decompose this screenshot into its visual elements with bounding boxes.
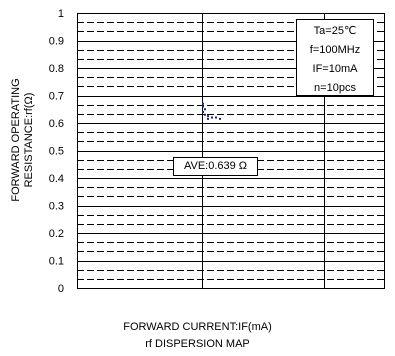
- condition-ta: Ta=25℃: [313, 25, 357, 37]
- data-point: [202, 102, 204, 105]
- data-point: [202, 105, 204, 108]
- data-point: [207, 115, 209, 118]
- data-point: [204, 108, 206, 111]
- data-point: [215, 116, 217, 119]
- y-tick-label: 1: [58, 8, 64, 20]
- y-tick-label: 0.3: [49, 201, 64, 213]
- y-tick-label: 0.6: [49, 118, 64, 130]
- y-tick-label: 0.7: [49, 91, 64, 103]
- condition-frequency: f=100MHz: [309, 44, 361, 56]
- plot-border: [77, 13, 385, 289]
- y-tick-label: 0.9: [49, 36, 64, 48]
- y-tick-label: 0.2: [49, 228, 64, 240]
- data-point: [211, 116, 213, 119]
- data-point: [219, 117, 221, 120]
- y-tick-label: 0: [58, 283, 64, 295]
- condition-forward-current: IF=10mA: [312, 63, 358, 75]
- y-tick-label: 0.5: [49, 146, 64, 158]
- conditions-box: Ta=25℃ f=100MHz IF=10mA n=10pcs: [296, 19, 374, 96]
- y-axis-label: FORWARD OPERATING RESISTANCE:rf(Ω): [10, 30, 36, 250]
- y-tick-label: 0.1: [49, 256, 64, 268]
- x-axis-label: FORWARD CURRENT:IF(mA): [123, 321, 272, 333]
- condition-sample-count: n=10pcs: [314, 82, 356, 94]
- chart-caption: rf DISPERSION MAP: [145, 338, 250, 350]
- data-point: [202, 111, 204, 113]
- average-label: AVE:0.639 Ω: [173, 157, 258, 176]
- y-tick-label: 0.4: [49, 173, 64, 185]
- data-point: [207, 117, 209, 120]
- y-tick-label: 0.8: [49, 63, 64, 75]
- y-axis-label-line2: RESISTANCE:rf(Ω): [23, 92, 35, 188]
- y-axis-label-line1: FORWARD OPERATING: [10, 78, 22, 202]
- data-point: [204, 113, 206, 116]
